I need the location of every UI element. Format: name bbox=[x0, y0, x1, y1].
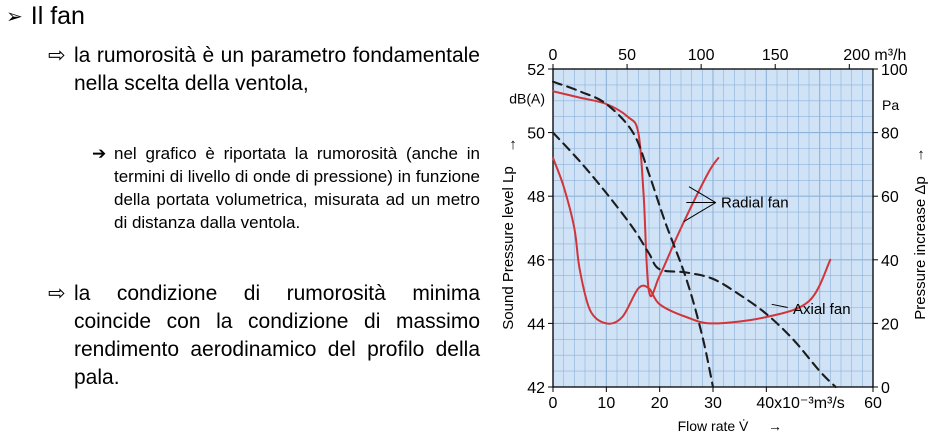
left-axis-title: Sound Pressure level Lp bbox=[500, 166, 517, 329]
y-right-tick-label: 0 bbox=[881, 380, 890, 397]
bullet-2: ⇨ la condizione di rumorosità minima coi… bbox=[48, 280, 480, 392]
y-left-tick-label: 46 bbox=[527, 253, 545, 270]
left-unit-label: dB(A) bbox=[509, 91, 545, 107]
x-top-tick-label: 200 m³/h bbox=[843, 47, 906, 64]
axis-ticks: 0 10 20 30 40x10⁻³m³/s 600 50 100 150 200 m³/h424… bbox=[527, 47, 908, 412]
x-tick-label: 0 bbox=[549, 395, 558, 412]
y-left-tick-label: 52 bbox=[527, 62, 545, 79]
x-top-tick-label: 150 bbox=[762, 47, 789, 64]
fan-noise-chart: 0 10 20 30 40x10⁻³m³/s 60 0 50 100 150 200 m³/h 42 4… bbox=[495, 30, 937, 438]
y-right-tick-label: 20 bbox=[881, 316, 899, 333]
radial-fan-leader-line bbox=[688, 186, 716, 203]
grid-lines bbox=[552, 68, 874, 388]
right-axis-arrow-icon: ↑ bbox=[917, 146, 925, 163]
slide-title-text: Il fan bbox=[30, 2, 85, 30]
x-tick-label: 20 bbox=[651, 395, 669, 412]
title-arrow-icon: ➢ bbox=[6, 6, 23, 28]
bullet-1: ⇨ la rumorosità è un parametro fondament… bbox=[48, 42, 480, 98]
axis-labels: Radial fan Axial fan dB(A) Pa Sound Pressure… bbox=[500, 91, 929, 434]
left-axis-arrow-icon: ↑ bbox=[509, 136, 517, 153]
y-right-tick-label: 80 bbox=[881, 126, 899, 143]
x-top-tick-label: 0 bbox=[549, 47, 558, 64]
x-top-tick-label: 50 bbox=[618, 47, 636, 64]
sub-bullet-text: nel grafico è riportata la rumorosità (a… bbox=[114, 144, 480, 232]
sub-bullet: ➔ nel grafico è riportata la rumorosità … bbox=[92, 142, 480, 234]
radial-fan-label: Radial fan bbox=[721, 195, 789, 212]
radial-fan-leader-line bbox=[683, 202, 716, 223]
slide-title: ➢ Il fan bbox=[6, 2, 85, 31]
y-right-tick-label: 60 bbox=[881, 189, 899, 206]
axial-fan-pressure-curve bbox=[551, 131, 837, 389]
hollow-arrow-icon: ⇨ bbox=[48, 282, 66, 305]
right-unit-label: Pa bbox=[882, 97, 899, 113]
right-axis-title: Pressure increase Δp bbox=[912, 176, 929, 319]
radial-fan-pressure-curve bbox=[551, 80, 715, 389]
y-left-tick-label: 42 bbox=[527, 380, 545, 397]
axial-fan-label: Axial fan bbox=[793, 301, 851, 318]
axial-fan-leader-line bbox=[771, 303, 788, 308]
y-left-tick-label: 48 bbox=[527, 189, 545, 206]
solid-arrow-icon: ➔ bbox=[92, 144, 107, 163]
x-top-tick-label: 100 bbox=[688, 47, 715, 64]
hollow-arrow-icon: ⇨ bbox=[48, 44, 66, 67]
y-right-tick-label: 100 bbox=[881, 62, 908, 79]
chart-curves bbox=[551, 80, 837, 389]
bullet-1-text: la rumorosità è un parametro fondamental… bbox=[74, 44, 480, 95]
axial-fan-noise-curve bbox=[552, 157, 832, 325]
x-tick-label: 10 bbox=[597, 395, 615, 412]
bullet-2-text: la condizione di rumorosità minima coinc… bbox=[74, 282, 480, 389]
x-tick-label: 60 bbox=[864, 395, 882, 412]
x-axis-title: Flow rate V̇ bbox=[678, 418, 749, 434]
y-left-tick-label: 44 bbox=[527, 316, 545, 333]
y-right-tick-label: 40 bbox=[881, 253, 899, 270]
x-axis-arrow-icon: → bbox=[768, 418, 782, 434]
x-tick-label: 40x10⁻³m³/s bbox=[756, 395, 844, 412]
chart-svg: 0 10 20 30 40x10⁻³m³/s 600 50 100 150 200 m³/h424… bbox=[500, 47, 929, 434]
radial-fan-noise-curve bbox=[552, 90, 720, 298]
y-left-tick-label: 50 bbox=[527, 126, 545, 143]
x-tick-label: 30 bbox=[704, 395, 722, 412]
